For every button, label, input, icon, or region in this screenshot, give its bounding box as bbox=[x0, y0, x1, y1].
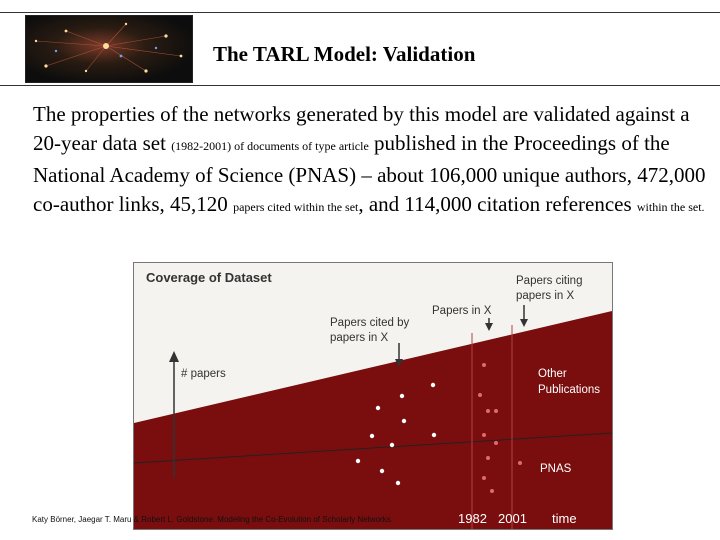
y-axis-arrowhead bbox=[169, 351, 179, 362]
paper-dots bbox=[355, 363, 522, 493]
arrow-papers-cited-head bbox=[395, 359, 403, 367]
label-papers-citing-1: Papers citing bbox=[516, 275, 582, 287]
arrow-papers-in-x-head bbox=[485, 323, 493, 331]
label-papers-cited-2: papers in X bbox=[330, 332, 389, 344]
body-date-range: (1982-2001) of documents of type article bbox=[171, 139, 369, 153]
citation-credit: Katy Börner, Jaegar T. Maru & Robert L. … bbox=[32, 515, 393, 524]
x-axis-label: time bbox=[552, 511, 577, 526]
header-top-rule bbox=[0, 12, 720, 13]
label-pnas: PNAS bbox=[540, 463, 572, 475]
body-note-within: within the set. bbox=[636, 200, 705, 214]
pnas-area bbox=[134, 311, 612, 529]
header-bottom-rule bbox=[0, 85, 720, 86]
label-other-2: Publications bbox=[538, 384, 600, 396]
x-tick-1982: 1982 bbox=[458, 511, 487, 526]
other-publications-line bbox=[134, 432, 612, 464]
chart-title: Coverage of Dataset bbox=[146, 270, 272, 285]
body-text-2: published in the Proceedings of the Nati… bbox=[33, 131, 706, 216]
label-papers-cited-1: Papers cited by bbox=[330, 317, 410, 329]
x-tick-2001: 2001 bbox=[498, 511, 527, 526]
network-visualization-logo bbox=[25, 15, 193, 83]
slide-title: The TARL Model: Validation bbox=[213, 42, 476, 66]
coverage-chart: Coverage of Dataset Papers cited by pape… bbox=[133, 262, 613, 530]
label-papers-in-x: Papers in X bbox=[432, 305, 492, 317]
y-axis-label: # papers bbox=[181, 368, 226, 380]
body-paragraph: The properties of the networks generated… bbox=[33, 100, 713, 222]
arrow-papers-citing-head bbox=[520, 319, 528, 327]
label-papers-citing-2: papers in X bbox=[516, 290, 575, 302]
body-text-1: The properties of the networks generated… bbox=[33, 102, 690, 155]
label-other-1: Other bbox=[538, 368, 567, 380]
body-note-cited: papers cited within the set bbox=[233, 200, 359, 214]
body-text-3: , and 114,000 citation references bbox=[358, 192, 637, 216]
